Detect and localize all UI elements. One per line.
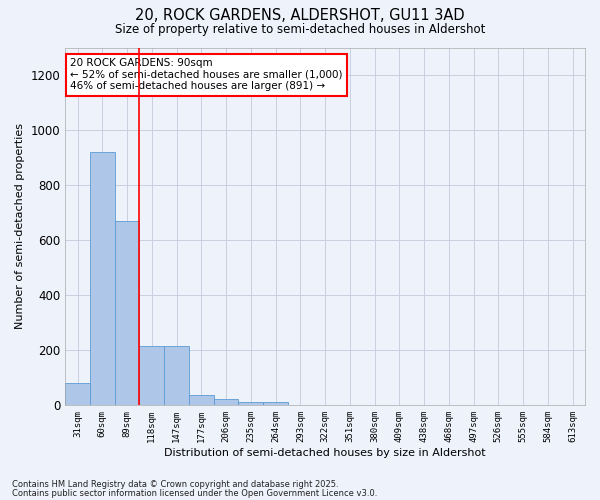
Bar: [189, 395, 214, 405]
Text: 20 ROCK GARDENS: 90sqm
← 52% of semi-detached houses are smaller (1,000)
46% of : 20 ROCK GARDENS: 90sqm ← 52% of semi-det…: [70, 58, 343, 92]
X-axis label: Distribution of semi-detached houses by size in Aldershot: Distribution of semi-detached houses by …: [164, 448, 486, 458]
Bar: [90, 152, 115, 405]
Text: Size of property relative to semi-detached houses in Aldershot: Size of property relative to semi-detach…: [115, 22, 485, 36]
Bar: [214, 400, 238, 405]
Bar: [164, 346, 189, 405]
Bar: [263, 402, 288, 405]
Bar: [65, 383, 90, 405]
Bar: [115, 220, 139, 405]
Y-axis label: Number of semi-detached properties: Number of semi-detached properties: [15, 123, 25, 329]
Text: Contains HM Land Registry data © Crown copyright and database right 2025.: Contains HM Land Registry data © Crown c…: [12, 480, 338, 489]
Text: Contains public sector information licensed under the Open Government Licence v3: Contains public sector information licen…: [12, 489, 377, 498]
Bar: [238, 402, 263, 405]
Text: 20, ROCK GARDENS, ALDERSHOT, GU11 3AD: 20, ROCK GARDENS, ALDERSHOT, GU11 3AD: [135, 8, 465, 22]
Bar: [139, 346, 164, 405]
